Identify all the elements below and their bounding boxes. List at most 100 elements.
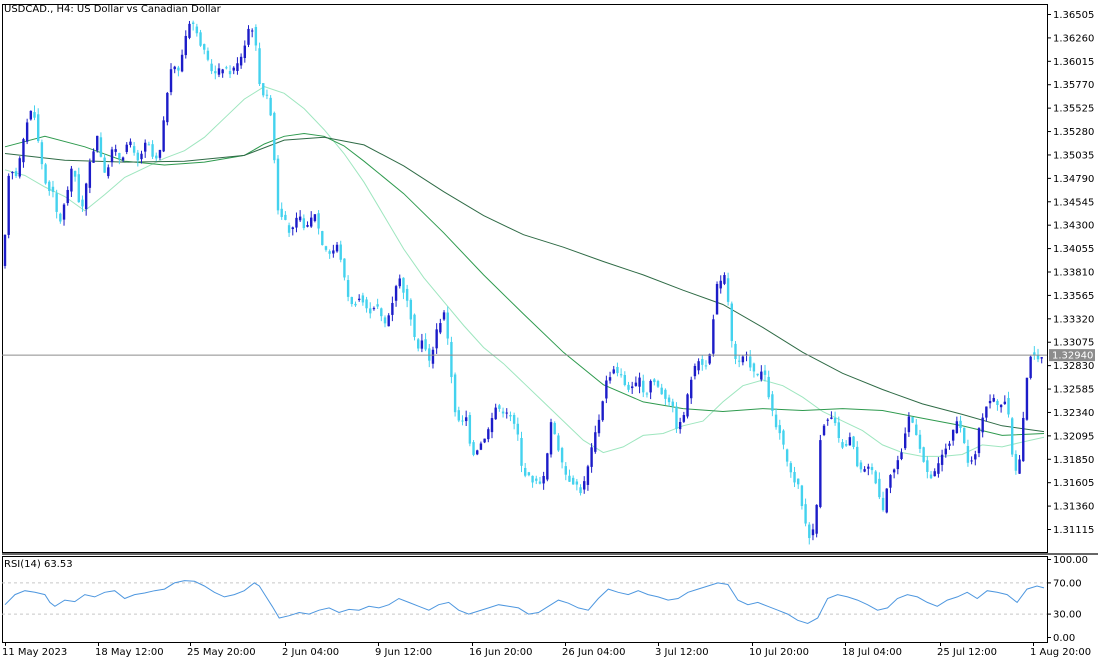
candle-body bbox=[490, 418, 494, 433]
candle-body bbox=[450, 341, 453, 378]
price-axis[interactable]: 1.36505 1.36260 1.36015 1.35770 1.35525 1.352… bbox=[1047, 10, 1096, 536]
candle-body bbox=[494, 407, 497, 420]
candle-body bbox=[808, 524, 811, 539]
candle-body bbox=[575, 481, 579, 485]
candle-body bbox=[963, 427, 966, 443]
candle-body bbox=[501, 411, 505, 414]
candle-body bbox=[686, 394, 689, 417]
candle-body bbox=[306, 225, 309, 227]
candle-body bbox=[966, 445, 970, 463]
candle-body bbox=[623, 375, 627, 385]
candle-body bbox=[476, 450, 479, 455]
candle-body bbox=[22, 139, 25, 163]
candle-body bbox=[324, 246, 328, 250]
candle-body bbox=[40, 142, 44, 165]
candle-body bbox=[184, 35, 187, 56]
time-tick-label: 9 Jun 12:00 bbox=[375, 647, 432, 658]
candle-body bbox=[619, 374, 623, 376]
price-tick-label: 1.32830 bbox=[1053, 361, 1094, 372]
candle-body bbox=[848, 437, 852, 446]
chart-frame bbox=[2, 4, 1098, 643]
candle-body bbox=[143, 142, 147, 152]
candle-body bbox=[435, 329, 438, 349]
candle-body bbox=[439, 323, 442, 333]
candle-body bbox=[531, 475, 534, 483]
candle-body bbox=[472, 442, 475, 455]
candle-body bbox=[870, 467, 874, 471]
candle-body bbox=[889, 475, 892, 488]
candle-body bbox=[656, 381, 660, 387]
candle-body bbox=[701, 359, 704, 365]
candle-body bbox=[298, 216, 302, 221]
candle-body bbox=[996, 400, 999, 405]
rsi-axis[interactable]: 100.00 70.00 30.00 0.00 bbox=[1047, 555, 1089, 644]
candle-body bbox=[937, 463, 940, 474]
candle-body bbox=[1003, 401, 1007, 404]
candle-body bbox=[520, 437, 523, 466]
price-tick-label: 1.34055 bbox=[1053, 244, 1094, 255]
candle-body bbox=[446, 312, 449, 339]
candle-body bbox=[431, 349, 435, 364]
candle-body bbox=[988, 400, 992, 404]
candle-body bbox=[125, 144, 128, 152]
candle-body bbox=[859, 462, 863, 470]
candle-body bbox=[605, 380, 608, 399]
candle-body bbox=[483, 438, 486, 443]
candle-body bbox=[778, 425, 781, 434]
candle-body bbox=[140, 153, 143, 160]
candle-body bbox=[867, 466, 870, 469]
candle-body bbox=[560, 448, 564, 463]
rsi-tick-label: 100.00 bbox=[1053, 555, 1088, 566]
candle-body bbox=[387, 315, 390, 327]
candle-body bbox=[1014, 454, 1018, 471]
candle-body bbox=[649, 380, 652, 393]
candle-body bbox=[999, 404, 1003, 408]
candle-body bbox=[262, 83, 265, 96]
candle-body bbox=[597, 419, 601, 434]
candle-body bbox=[442, 312, 446, 320]
candle-body bbox=[273, 112, 276, 161]
main-price-pane[interactable] bbox=[2, 20, 1047, 545]
rsi-pane[interactable] bbox=[2, 580, 1047, 625]
candle-body bbox=[409, 299, 413, 320]
candle-body bbox=[675, 406, 678, 429]
candle-body bbox=[951, 429, 955, 441]
candle-body bbox=[118, 152, 121, 159]
candle-body bbox=[250, 30, 254, 32]
candle-body bbox=[44, 164, 47, 184]
price-tick-label: 1.36260 bbox=[1053, 33, 1094, 44]
candle-body bbox=[332, 250, 335, 254]
candle-body bbox=[96, 135, 99, 151]
candle-body bbox=[653, 379, 656, 383]
candle-body bbox=[856, 446, 859, 467]
candle-body bbox=[516, 423, 520, 435]
candle-body bbox=[180, 54, 184, 72]
candle-body bbox=[782, 430, 785, 445]
time-tick-label: 11 May 2023 bbox=[2, 647, 67, 658]
candle-body bbox=[498, 405, 501, 409]
current-price-label-bg bbox=[1049, 349, 1095, 362]
candle-body bbox=[346, 280, 350, 297]
candle-body bbox=[169, 69, 173, 93]
candle-body bbox=[214, 71, 217, 74]
price-tick-label: 1.33810 bbox=[1053, 268, 1094, 279]
candle-body bbox=[977, 428, 981, 454]
candle-body bbox=[413, 314, 416, 337]
candle-body bbox=[535, 478, 538, 481]
candle-body bbox=[310, 217, 313, 227]
candle-body bbox=[88, 161, 92, 188]
candle-body bbox=[457, 410, 460, 421]
candle-body bbox=[1007, 398, 1010, 415]
candle-body bbox=[505, 412, 508, 414]
time-axis[interactable]: 11 May 2023 18 May 12:00 25 May 20:00 2 Jun… bbox=[2, 642, 1091, 658]
candle-body bbox=[70, 168, 73, 192]
price-tick-label: 1.36015 bbox=[1053, 57, 1094, 68]
candle-body bbox=[479, 443, 483, 450]
candle-body bbox=[254, 26, 258, 46]
candle-body bbox=[107, 167, 110, 177]
candle-body bbox=[317, 213, 320, 229]
candle-body bbox=[730, 303, 734, 342]
candle-body bbox=[92, 151, 95, 163]
candle-body bbox=[638, 377, 641, 387]
